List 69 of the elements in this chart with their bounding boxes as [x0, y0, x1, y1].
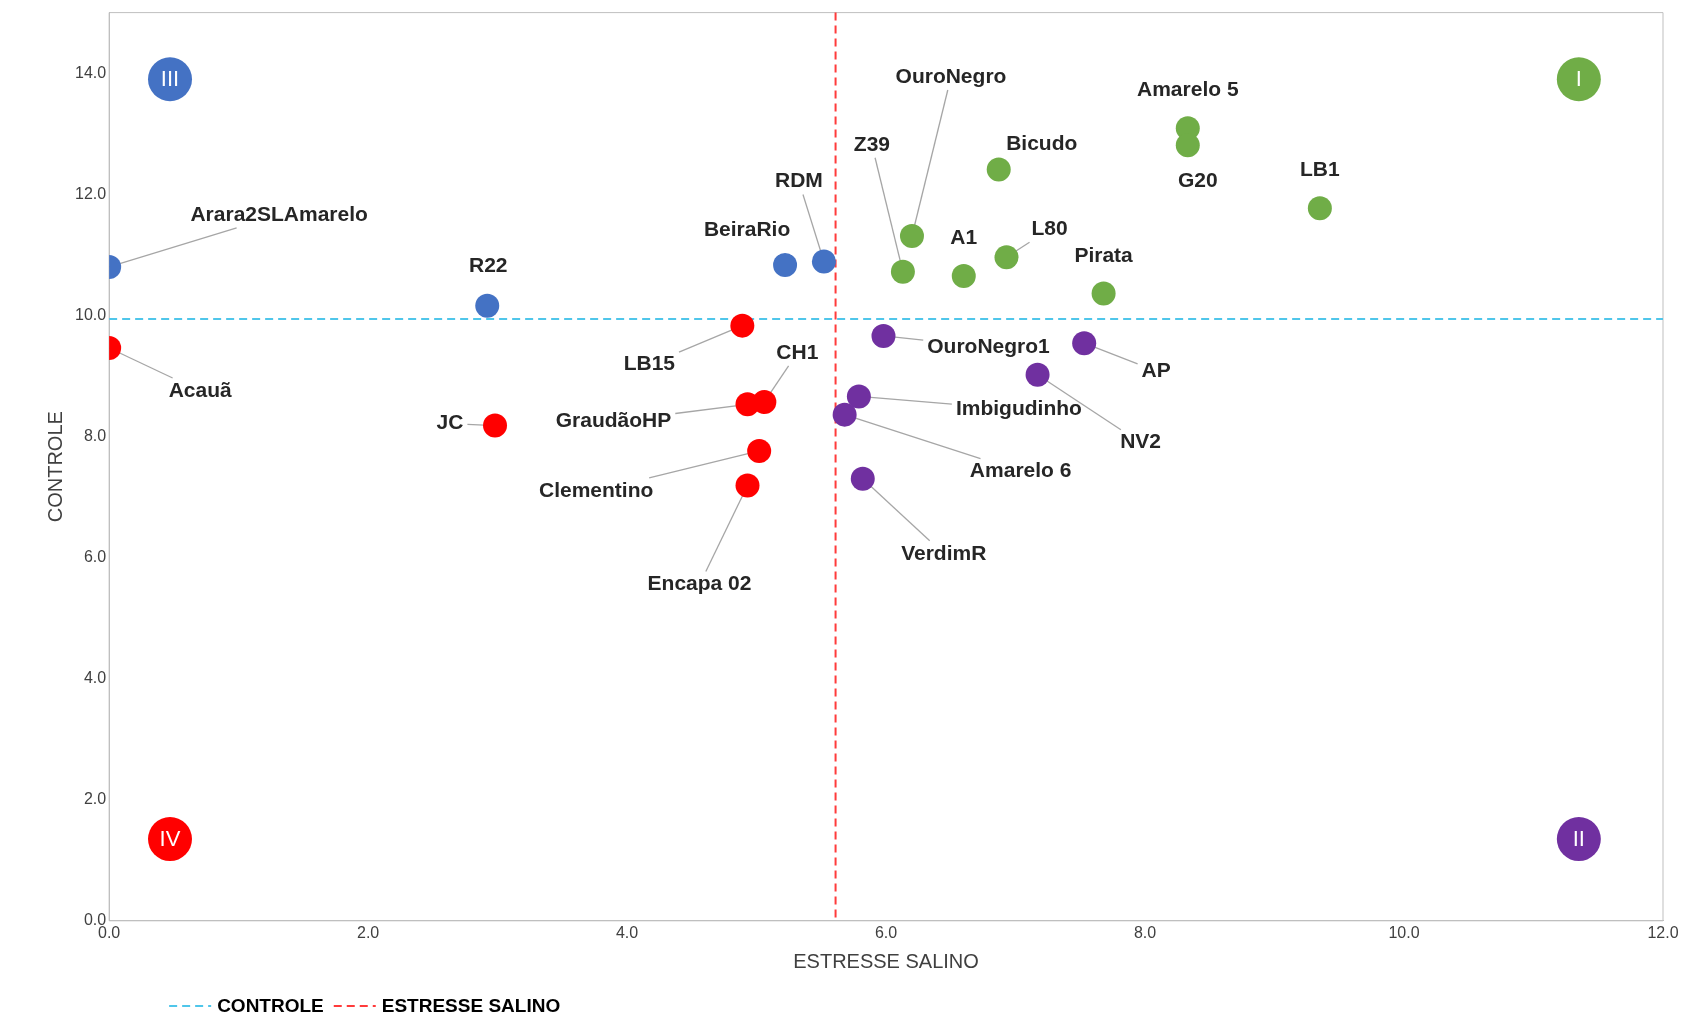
- point: [752, 389, 777, 414]
- y-tick-label: 12.0: [75, 184, 107, 202]
- annotation: LB1: [1300, 156, 1341, 180]
- y-tick-label: 8.0: [83, 426, 107, 444]
- x-axis-title: ESTRESSE SALINO: [793, 949, 979, 972]
- y-axis-title: CONTROLE: [43, 411, 66, 523]
- y-tick-label: 2.0: [83, 790, 107, 808]
- annotation: RDM: [775, 168, 823, 192]
- point: [899, 224, 924, 249]
- x-tick-label: 8.0: [1133, 923, 1157, 941]
- point: [850, 466, 875, 491]
- annotation: II: [1572, 826, 1585, 852]
- annotation: Z39: [853, 131, 890, 155]
- legend-label: ESTRESSE SALINO: [381, 995, 561, 1017]
- point: [846, 384, 871, 409]
- point: [890, 259, 915, 284]
- legend-label: CONTROLE: [217, 995, 324, 1017]
- annotation: Imbigudinho: [955, 396, 1082, 420]
- annotation: IV: [159, 826, 181, 852]
- y-tick-label: 14.0: [75, 63, 107, 81]
- x-tick-label: 2.0: [356, 923, 380, 941]
- annotation: L80: [1031, 216, 1068, 240]
- point: [1307, 196, 1332, 221]
- annotation: A1: [950, 224, 978, 248]
- x-tick-label: 4.0: [615, 923, 639, 941]
- point: [1091, 281, 1116, 306]
- y-tick-label: 6.0: [83, 547, 107, 565]
- annotation: OuroNegro1: [927, 333, 1051, 357]
- annotation: Pirata: [1074, 243, 1134, 267]
- x-tick-label: 6.0: [874, 923, 898, 941]
- annotation: VerdimR: [901, 540, 987, 564]
- annotation: Amarelo 6: [969, 458, 1072, 482]
- annotation: G20: [1177, 167, 1218, 191]
- annotation: OuroNegro: [895, 63, 1007, 87]
- annotation: CH1: [776, 339, 819, 363]
- annotation: NV2: [1120, 429, 1161, 453]
- point: [730, 313, 755, 338]
- x-tick-label: 10.0: [1388, 923, 1420, 941]
- annotation: AP: [1141, 357, 1171, 381]
- point: [735, 473, 760, 498]
- annotation: Clementino: [539, 477, 654, 501]
- annotation: Arara2SLAmarelo: [190, 201, 368, 225]
- point: [773, 253, 798, 278]
- point: [475, 293, 500, 318]
- annotation: R22: [468, 253, 508, 277]
- point: [832, 402, 857, 427]
- annotation: LB15: [623, 351, 676, 375]
- point: [1025, 362, 1050, 387]
- x-tick-label: 12.0: [1647, 923, 1679, 941]
- point: [951, 263, 976, 288]
- annotation: I: [1575, 66, 1582, 92]
- point: [811, 249, 836, 274]
- annotation: BeiraRio: [703, 216, 791, 240]
- point: [1072, 331, 1097, 356]
- annotation: JC: [436, 410, 464, 434]
- annotation: Acauã: [168, 377, 232, 401]
- point: [871, 323, 896, 348]
- annotation: Bicudo: [1006, 131, 1078, 155]
- annotation: Amarelo 5: [1137, 77, 1239, 101]
- y-tick-label: 4.0: [83, 669, 107, 687]
- annotation: GraudãoHP: [555, 408, 672, 432]
- point: [483, 413, 508, 438]
- point: [986, 157, 1011, 182]
- y-tick-label: 10.0: [75, 305, 107, 323]
- annotation: Encapa 02: [647, 571, 752, 595]
- annotation: III: [160, 66, 180, 92]
- point: [747, 438, 772, 463]
- point: [1175, 133, 1200, 158]
- point: [994, 245, 1019, 270]
